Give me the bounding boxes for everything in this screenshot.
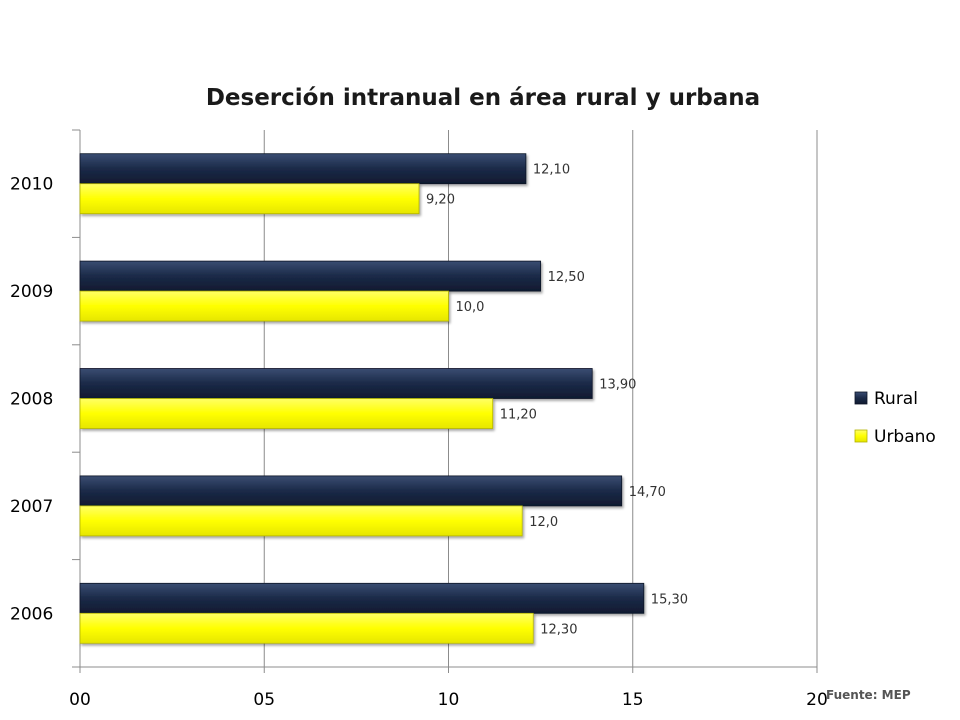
legend: Rural Urbano — [854, 389, 936, 447]
data-label: 15,30 — [651, 592, 688, 607]
data-label: 12,10 — [533, 163, 570, 178]
bar-rural-2007 — [79, 475, 623, 507]
legend-swatch-urbano — [854, 429, 868, 443]
data-label: 11,20 — [500, 408, 537, 423]
x-tick-label: 15 — [622, 690, 644, 710]
bar-urbano-2010 — [79, 183, 420, 215]
data-label: 12,0 — [529, 515, 558, 530]
source-note: Fuente: MEP — [826, 688, 911, 702]
bar-urbano-2006 — [79, 612, 534, 644]
bars — [79, 153, 645, 644]
bar-urbano-2007 — [79, 505, 523, 537]
bar-rural-2008 — [79, 368, 593, 399]
data-label: 10,0 — [456, 300, 485, 315]
x-tick-label: 05 — [253, 690, 275, 710]
legend-label-rural: Rural — [874, 389, 918, 409]
bar-rural-2006 — [79, 582, 645, 614]
category-label: 2009 — [10, 282, 53, 302]
bar-urbano-2008 — [79, 398, 494, 429]
category-label: 2007 — [10, 497, 53, 517]
category-label: 2006 — [10, 604, 53, 624]
chart-title: Deserción intranual en área rural y urba… — [206, 85, 760, 111]
data-label: 9,20 — [426, 193, 455, 208]
x-tick-label: 00 — [69, 690, 91, 710]
bar-rural-2009 — [79, 260, 542, 292]
bar-rural-2010 — [79, 153, 527, 185]
legend-swatch-rural — [854, 391, 868, 405]
x-tick-label: 10 — [438, 690, 460, 710]
category-label: 2008 — [10, 390, 53, 410]
x-tick-label: 20 — [806, 690, 828, 710]
data-label: 13,90 — [599, 378, 636, 393]
category-label: 2010 — [10, 175, 53, 195]
data-label: 12,30 — [540, 622, 577, 637]
data-label: 12,50 — [548, 270, 585, 285]
data-labels: 12,10 9,20 12,50 10,0 13,90 11,20 14,70 12,0 15,… — [426, 163, 688, 638]
axes: 00 05 10 15 20 2010 2009 2008 2007 2006 — [10, 129, 828, 710]
bar-urbano-2009 — [79, 290, 449, 322]
data-label: 14,70 — [629, 485, 666, 500]
legend-label-urbano: Urbano — [874, 427, 936, 447]
